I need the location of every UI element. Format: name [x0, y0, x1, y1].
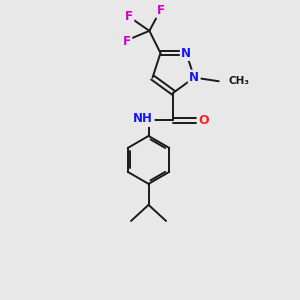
- Text: N: N: [189, 71, 199, 84]
- Text: N: N: [181, 46, 191, 60]
- Text: F: F: [125, 10, 133, 23]
- Text: O: O: [198, 114, 209, 127]
- Text: NH: NH: [133, 112, 153, 125]
- Text: F: F: [123, 34, 131, 48]
- Text: CH₃: CH₃: [228, 76, 249, 86]
- Text: F: F: [157, 4, 165, 17]
